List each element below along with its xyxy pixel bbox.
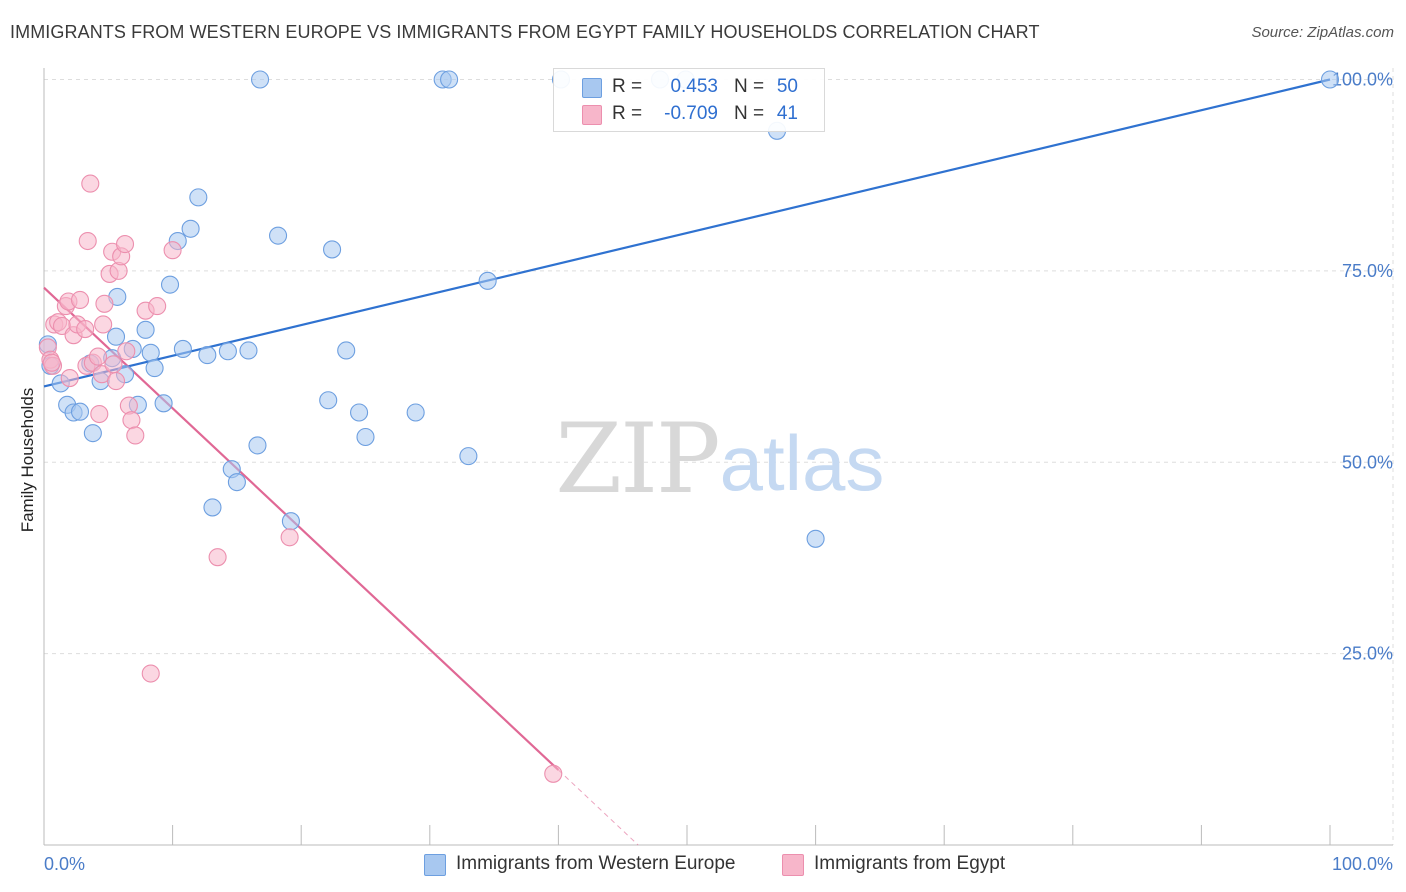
blue-point [83,424,102,443]
legend-swatch-pink [782,854,804,876]
blue-point [227,473,246,492]
pink-point [81,174,100,193]
blue-trend-line [43,78,1331,388]
r-value: 0.453 [670,76,718,97]
data-points [38,70,1340,783]
blue-point [1320,70,1340,89]
pink-point [60,368,79,388]
pink-point [70,290,90,310]
blue-point [136,320,155,339]
blue-point [198,346,217,365]
pink-point [148,297,167,316]
r-label: R = [612,76,643,97]
pink-point [544,764,563,783]
pink-point [163,241,182,260]
blue-point [203,498,222,517]
watermark-atlas: atlas [720,419,885,507]
y-tick-label: 50.0% [1342,452,1393,472]
blue-point [356,427,375,447]
watermark: ZIP atlas [555,403,884,515]
source-credit: Source: ZipAtlas.com [1251,24,1394,41]
watermark-zip: ZIP [555,403,718,515]
blue-point [250,70,270,89]
r-value: -0.709 [664,103,718,124]
legend-label: Immigrants from Egypt [814,853,1006,874]
blue-point [323,240,342,259]
pink-point [94,315,113,334]
blue-point [189,188,208,207]
pink-point [126,426,145,445]
pink-point [95,294,114,313]
y-tick-label: 100.0% [1332,70,1393,90]
blue-point [145,359,164,378]
pink-trend-extension [558,769,639,846]
blue-point [154,394,173,413]
n-label: N = [734,76,765,97]
blue-point [269,226,288,245]
pink-point [104,355,123,374]
blue-point [218,342,237,361]
blue-point [478,271,497,290]
blue-point [281,512,300,531]
legend-swatch-pink [582,105,602,125]
blue-point [181,219,200,238]
pink-point [208,548,227,567]
pink-point [76,320,95,339]
blue-point [173,339,192,359]
y-tick-label: 75.0% [1342,261,1393,281]
blue-point [160,275,180,294]
blue-point [406,403,425,422]
axes [43,68,1393,846]
blue-point [106,327,126,346]
n-label: N = [734,103,765,124]
blue-point [141,343,160,362]
y-tick-label: 25.0% [1342,644,1393,664]
tick-labels: 25.0% 50.0% 75.0% 100.0% 0.0% 100.0% [44,70,1393,875]
blue-point [459,447,478,466]
pink-point [122,411,141,430]
pink-point [42,353,61,372]
series-legend: Immigrants from Western Europe Immigrant… [0,852,1406,878]
pink-point [280,528,299,547]
pink-point [115,235,135,254]
pink-point [106,372,126,391]
n-value: 50 [776,76,798,97]
blue-point [806,529,825,548]
r-label: R = [612,103,643,124]
n-value: 41 [776,103,798,124]
blue-point [248,436,267,455]
pink-point [78,231,97,251]
legend-row-egypt: R = -0.709 N = 41 [554,102,824,126]
pink-point [88,347,108,366]
blue-point [440,70,459,89]
x-tick-label: 100.0% [1332,854,1393,874]
blue-point [337,341,356,360]
pink-point [117,342,136,361]
correlation-legend: R = 0.453 N = 50 R = -0.709 N = 41 [553,68,825,132]
legend-swatch-blue [582,78,602,98]
chart-title: IMMIGRANTS FROM WESTERN EUROPE VS IMMIGR… [10,22,1040,42]
blue-point [239,341,258,360]
pink-point [90,404,109,424]
x-tick-label: 0.0% [44,854,85,874]
blue-point [70,402,90,421]
blue-point [319,391,338,410]
blue-point [350,403,369,422]
legend-row-western-europe: R = 0.453 N = 50 [554,75,824,99]
legend-swatch-blue [424,854,446,876]
pink-point [141,664,160,683]
legend-label: Immigrants from Western Europe [456,853,736,874]
